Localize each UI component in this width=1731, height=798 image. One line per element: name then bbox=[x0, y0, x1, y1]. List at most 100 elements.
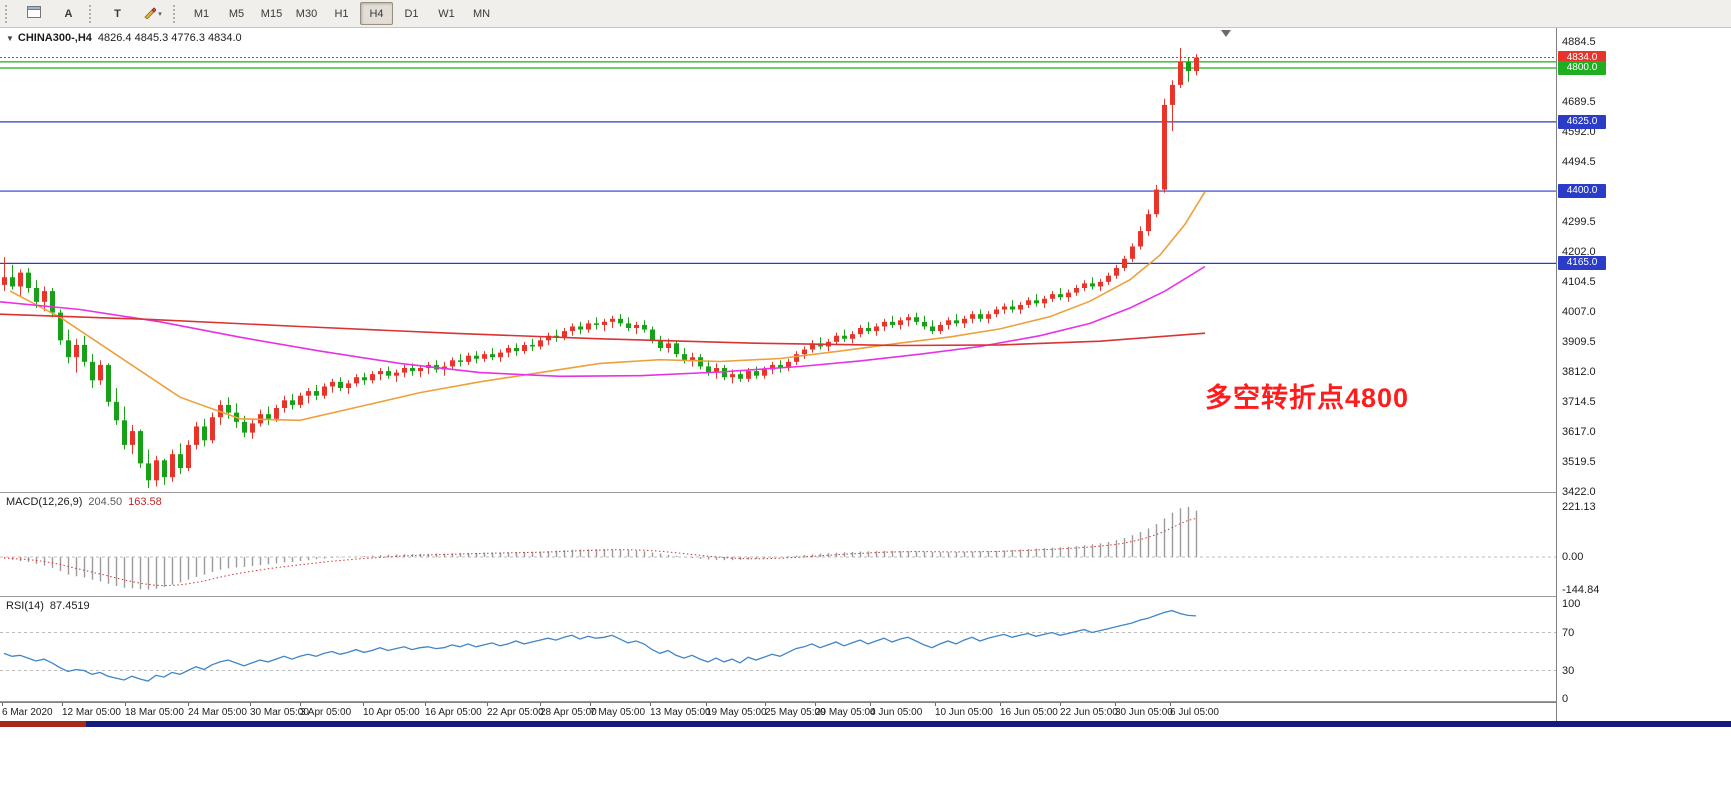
hline-price-label-4625: 4625.0 bbox=[1558, 114, 1606, 129]
rsi-label: RSI(14) 87.4519 bbox=[6, 600, 90, 612]
timeframe-button-m15[interactable]: M15 bbox=[260, 7, 283, 20]
macd-chart bbox=[0, 506, 1556, 590]
price-tick-label: 3519.5 bbox=[1562, 456, 1596, 468]
rsi-scale-label: 30 bbox=[1562, 664, 1575, 677]
rsi-name: RSI(14) bbox=[6, 600, 44, 612]
time-axis-label: 24 Mar 05:00 bbox=[188, 707, 247, 718]
timeframe-button-m30[interactable]: M30 bbox=[295, 7, 318, 20]
time-tick bbox=[425, 703, 426, 706]
rsi-line bbox=[3, 609, 1197, 682]
timeframe-button-d1[interactable]: D1 bbox=[404, 7, 419, 20]
price-tick-label: 4202.0 bbox=[1562, 246, 1596, 258]
symbol-period-label: CHINA300-,H4 bbox=[17, 32, 92, 44]
time-tick bbox=[540, 703, 541, 706]
time-axis-label: 10 Apr 05:00 bbox=[363, 707, 420, 718]
time-tick bbox=[1060, 703, 1061, 706]
time-tick bbox=[650, 703, 651, 706]
time-tick bbox=[2, 703, 3, 706]
macd-signal-line bbox=[3, 518, 1197, 587]
price-tick-label: 3812.0 bbox=[1562, 366, 1596, 378]
time-axis[interactable]: 6 Mar 2020 12 Mar 05:00 18 Mar 05:00 24 Mar… bbox=[0, 702, 1556, 722]
time-axis-label: 12 Mar 05:00 bbox=[62, 707, 121, 718]
time-axis-label: 29 May 05:00 bbox=[815, 707, 876, 718]
time-tick bbox=[300, 703, 301, 706]
rsi-value: 87.4519 bbox=[49, 600, 90, 612]
time-tick bbox=[765, 703, 766, 706]
charts-window-button[interactable] bbox=[17, 2, 50, 25]
price-tick-label: 4884.5 bbox=[1562, 36, 1596, 48]
time-axis-label: 6 Jul 05:00 bbox=[1170, 707, 1219, 718]
macd-main-value: 204.50 bbox=[88, 496, 123, 508]
time-axis-label: 3 Apr 05:00 bbox=[300, 707, 352, 718]
time-tick bbox=[870, 703, 871, 706]
toolbar-grip bbox=[89, 4, 95, 23]
bottom-strip-red-segment bbox=[0, 721, 86, 727]
time-tick bbox=[62, 703, 63, 706]
toolbar-grip bbox=[173, 4, 179, 23]
rsi-scale-label: 0 bbox=[1562, 693, 1569, 705]
time-tick bbox=[363, 703, 364, 706]
timeframe-button-m1[interactable]: M1 bbox=[193, 7, 210, 20]
price-axis[interactable]: 4884.54787.04689.54592.04494.54397.04299… bbox=[1556, 28, 1731, 721]
price-tick-label: 4494.5 bbox=[1562, 156, 1596, 168]
price-tick-label: 3714.5 bbox=[1562, 396, 1596, 408]
macd-panel[interactable]: MACD(12,26,9) 204.50 163.58 bbox=[0, 493, 1556, 597]
time-tick bbox=[250, 703, 251, 706]
text-a-button[interactable]: A bbox=[52, 2, 85, 25]
rsi-panel[interactable]: RSI(14) 87.4519 bbox=[0, 597, 1556, 702]
collapse-triangle-icon: ▼ bbox=[6, 34, 14, 43]
desktop-background bbox=[0, 727, 1731, 798]
timeframe-button-h1[interactable]: H1 bbox=[334, 7, 349, 20]
hline-price-label-4165: 4165.0 bbox=[1558, 256, 1606, 271]
timeframe-button-mn[interactable]: MN bbox=[472, 7, 491, 20]
time-axis-label: 30 Mar 05:00 bbox=[250, 707, 309, 718]
price-tick-label: 4689.5 bbox=[1562, 96, 1596, 108]
window-icon bbox=[26, 6, 41, 21]
time-axis-label: 10 Jun 05:00 bbox=[935, 707, 993, 718]
bottom-strip bbox=[0, 721, 1731, 727]
main-chart-panel[interactable]: ▼ CHINA300-,H4 4826.4 4845.3 4776.3 4834.0… bbox=[0, 28, 1556, 493]
macd-label: MACD(12,26,9) 204.50 163.58 bbox=[6, 496, 162, 508]
text-t-button[interactable]: T bbox=[101, 2, 134, 25]
time-axis-label: 18 Mar 05:00 bbox=[125, 707, 184, 718]
draw-tool-button[interactable]: ▾ bbox=[136, 2, 169, 25]
time-tick bbox=[590, 703, 591, 706]
time-tick bbox=[487, 703, 488, 706]
chart-area: ▼ CHINA300-,H4 4826.4 4845.3 4776.3 4834.0… bbox=[0, 28, 1731, 722]
time-axis-label: 13 May 05:00 bbox=[650, 707, 711, 718]
price-tick-label: 3617.0 bbox=[1562, 426, 1596, 438]
time-tick bbox=[188, 703, 189, 706]
price-tick-label: 4592.0 bbox=[1562, 126, 1596, 138]
horizontal-lines[interactable] bbox=[0, 61, 1556, 264]
rsi-scale-label: 100 bbox=[1562, 598, 1581, 610]
time-tick bbox=[935, 703, 936, 706]
time-axis-label: 16 Apr 05:00 bbox=[425, 707, 482, 718]
annotation-text[interactable]: 多空转折点4800 bbox=[1205, 383, 1410, 413]
chart-shift-marker-icon bbox=[1221, 30, 1231, 37]
macd-scale-label: 221.13 bbox=[1562, 500, 1596, 513]
macd-scale-label: -144.84 bbox=[1562, 583, 1600, 596]
price-tick-label: 4007.0 bbox=[1562, 306, 1596, 318]
time-tick bbox=[815, 703, 816, 706]
price-tick-label: 3909.5 bbox=[1562, 336, 1596, 348]
macd-name: MACD(12,26,9) bbox=[6, 496, 83, 508]
ma-slow-red bbox=[0, 313, 1206, 347]
candles bbox=[2, 48, 1199, 488]
timeframe-button-w1[interactable]: W1 bbox=[438, 7, 455, 20]
timeframe-button-h4[interactable]: H4 bbox=[360, 2, 393, 25]
time-tick bbox=[1115, 703, 1116, 706]
time-axis-label: 28 Apr 05:00 bbox=[540, 707, 597, 718]
macd-signal-value: 163.58 bbox=[128, 496, 162, 508]
ma-fast-orange bbox=[9, 191, 1206, 422]
time-axis-label: 16 Jun 05:00 bbox=[1000, 707, 1058, 718]
price-tick-label: 4104.5 bbox=[1562, 276, 1596, 288]
time-axis-label: 7 May 05:00 bbox=[590, 707, 646, 718]
chevron-down-icon: ▾ bbox=[158, 10, 162, 18]
button-label: A bbox=[64, 7, 73, 20]
candlestick-chart[interactable] bbox=[0, 28, 1556, 492]
time-tick bbox=[1170, 703, 1171, 706]
time-axis-label: 19 May 05:00 bbox=[706, 707, 767, 718]
timeframe-button-m5[interactable]: M5 bbox=[228, 7, 245, 20]
time-axis-label: 22 Jun 05:00 bbox=[1060, 707, 1118, 718]
